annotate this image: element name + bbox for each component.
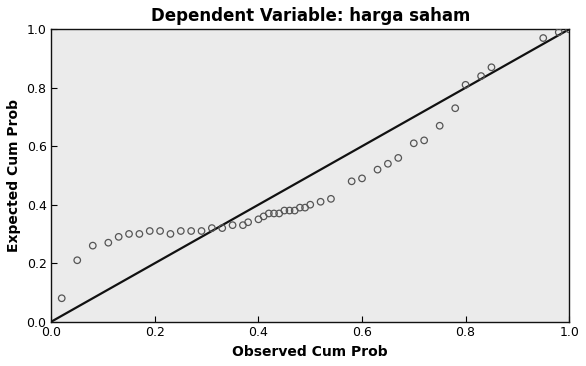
Point xyxy=(243,219,253,225)
Point xyxy=(88,243,97,249)
Point xyxy=(373,167,382,172)
Point xyxy=(57,295,66,301)
Point xyxy=(228,222,237,228)
Point xyxy=(207,225,217,231)
Point xyxy=(409,141,418,146)
Point xyxy=(155,228,165,234)
Point xyxy=(166,231,175,237)
Point xyxy=(357,175,367,181)
Point xyxy=(197,228,206,234)
Point xyxy=(476,73,486,79)
Point xyxy=(104,240,113,246)
Point xyxy=(316,199,325,205)
Point xyxy=(176,228,186,234)
Point xyxy=(114,234,124,240)
Point xyxy=(305,202,315,208)
Point xyxy=(554,29,564,35)
Point xyxy=(420,138,429,143)
Point xyxy=(135,231,144,237)
Point xyxy=(145,228,155,234)
Point xyxy=(435,123,444,129)
Point xyxy=(270,210,279,216)
Point xyxy=(264,210,274,216)
Point xyxy=(461,82,470,88)
Point xyxy=(564,26,574,32)
Point xyxy=(347,178,356,184)
Point xyxy=(290,208,299,213)
X-axis label: Observed Cum Prob: Observed Cum Prob xyxy=(233,345,388,359)
Point xyxy=(539,35,548,41)
Point xyxy=(301,205,310,210)
Point xyxy=(383,161,393,167)
Point xyxy=(186,228,196,234)
Point xyxy=(124,231,134,237)
Point xyxy=(487,64,496,70)
Y-axis label: Expected Cum Prob: Expected Cum Prob xyxy=(7,99,21,252)
Title: Dependent Variable: harga saham: Dependent Variable: harga saham xyxy=(151,7,470,25)
Point xyxy=(274,210,284,216)
Point xyxy=(295,205,305,210)
Point xyxy=(217,225,227,231)
Point xyxy=(73,257,82,263)
Point xyxy=(326,196,336,202)
Point xyxy=(451,105,460,111)
Point xyxy=(259,213,268,219)
Point xyxy=(239,222,248,228)
Point xyxy=(280,208,289,213)
Point xyxy=(394,155,403,161)
Point xyxy=(254,216,263,222)
Point xyxy=(285,208,294,213)
